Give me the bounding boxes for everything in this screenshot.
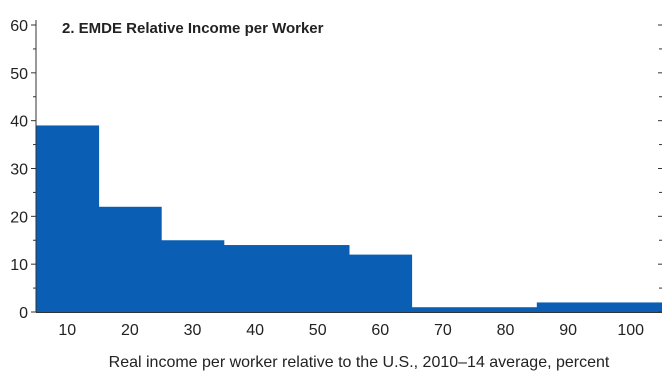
y-tick-label: 50	[10, 66, 28, 83]
chart-title: 2. EMDE Relative Income per Worker	[62, 20, 324, 37]
axes-group	[35, 20, 662, 313]
bar-60	[349, 254, 413, 312]
bar-80	[474, 307, 538, 312]
x-axis-label: Real income per worker relative to the U…	[109, 354, 610, 371]
bars-group	[36, 125, 662, 312]
x-tick-label: 30	[184, 322, 202, 339]
x-tick-label: 100	[617, 322, 644, 339]
x-tick-label: 40	[246, 322, 264, 339]
y-tick-label: 10	[10, 257, 28, 274]
x-tick-label: 60	[371, 322, 389, 339]
bar-90	[536, 302, 600, 312]
bar-70	[411, 307, 475, 312]
x-tick-label: 80	[497, 322, 515, 339]
x-tick-label: 50	[309, 322, 327, 339]
bar-30	[161, 240, 225, 312]
y-tick-label: 30	[10, 162, 28, 179]
y-tick-label: 20	[10, 209, 28, 226]
bar-50	[286, 245, 350, 312]
x-tick-label: 90	[559, 322, 577, 339]
bar-40	[223, 245, 287, 312]
x-tick-label: 70	[434, 322, 452, 339]
bar-100	[599, 302, 662, 312]
x-tick-label: 10	[58, 322, 76, 339]
y-tick-label: 60	[10, 18, 28, 35]
y-axis-ticks: 0 10 20 30 40 50 60	[10, 18, 662, 322]
y-tick-label: 40	[10, 114, 28, 131]
bar-10	[36, 125, 100, 312]
x-axis-ticks: 10 20 30 40 50 60 70 80 90 100	[58, 322, 644, 339]
y-tick-label: 0	[19, 305, 28, 322]
x-tick-label: 20	[121, 322, 139, 339]
bar-20	[98, 206, 162, 312]
